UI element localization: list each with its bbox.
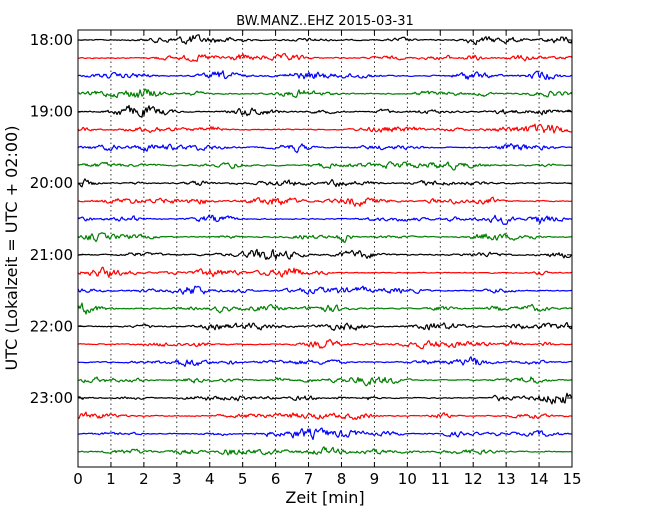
trace-line [77, 427, 573, 441]
trace-line [77, 376, 573, 387]
y-tick-label: 21:00 [30, 246, 73, 264]
trace-line [77, 214, 573, 226]
x-tick-label: 3 [172, 470, 182, 488]
trace-line [77, 143, 573, 154]
trace-line [77, 196, 573, 207]
x-tick-label: 4 [205, 470, 215, 488]
x-tick-label: 5 [238, 470, 248, 488]
x-tick-label: 2 [139, 470, 149, 488]
x-axis: 0 1 2 3 4 5 6 7 8 9 10 11 12 13 14 15 [73, 30, 582, 488]
trace-line [77, 356, 573, 367]
trace-line [77, 178, 573, 188]
x-axis-label: Zeit [min] [285, 488, 364, 507]
trace-line [77, 446, 573, 456]
x-tick-label: 1 [106, 470, 116, 488]
y-tick-label: 19:00 [30, 103, 73, 121]
chart-title: BW.MANZ..EHZ 2015-03-31 [236, 14, 414, 29]
y-tick-label: 18:00 [30, 31, 73, 49]
trace-line [77, 321, 573, 331]
x-tick-label: 15 [562, 470, 581, 488]
trace-line [77, 104, 573, 118]
trace-line [77, 248, 573, 261]
trace-line [77, 34, 573, 46]
trace-line [77, 123, 573, 134]
trace-group [77, 34, 573, 456]
y-axis-label: UTC (Lokalzeit = UTC + 02:00) [2, 126, 21, 371]
plot-frame [77, 29, 573, 468]
x-tick-label: 6 [271, 470, 281, 488]
x-tick-label: 9 [370, 470, 380, 488]
trace-line [77, 70, 573, 80]
y-tick-label: 23:00 [30, 389, 73, 407]
x-tick-label: 11 [431, 470, 450, 488]
x-tick-label: 7 [304, 470, 314, 488]
trace-line [77, 411, 573, 421]
trace-line [77, 266, 573, 279]
trace-line [77, 285, 573, 295]
x-tick-label: 8 [337, 470, 347, 488]
y-axis: 18:00 19:00 20:00 21:00 22:00 23:00 [30, 31, 572, 407]
x-tick-label: 0 [73, 470, 83, 488]
x-tick-label: 13 [497, 470, 516, 488]
x-tick-label: 12 [464, 470, 483, 488]
trace-line [77, 88, 573, 99]
grid-lines [110, 30, 540, 467]
x-tick-label: 14 [530, 470, 549, 488]
trace-line [77, 392, 573, 405]
trace-line [77, 232, 573, 243]
trace-line [77, 302, 573, 315]
trace-line [77, 52, 573, 63]
y-tick-label: 20:00 [30, 174, 73, 192]
trace-line [77, 161, 573, 171]
x-tick-label: 10 [398, 470, 417, 488]
trace-line [77, 338, 573, 350]
y-tick-label: 22:00 [30, 317, 73, 335]
